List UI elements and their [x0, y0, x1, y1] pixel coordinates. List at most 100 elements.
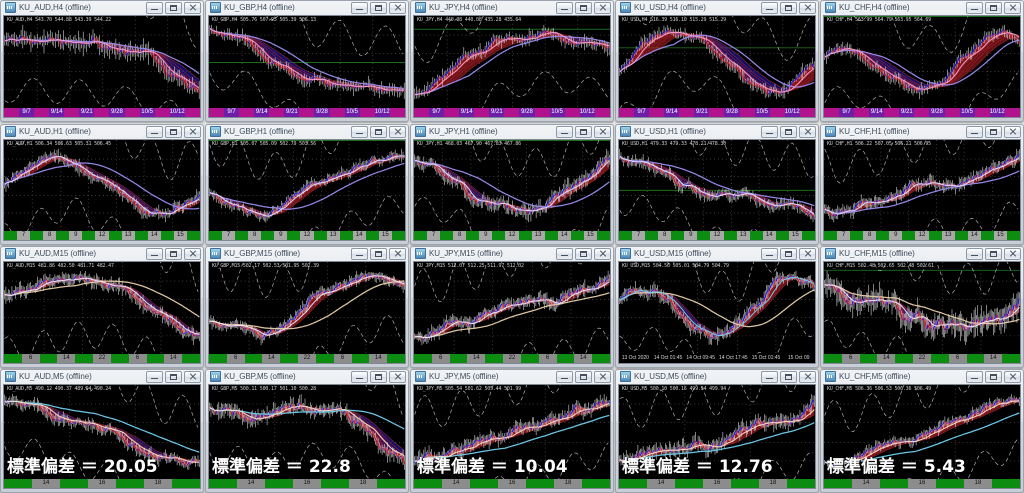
chart-client-area[interactable]: KU_CHF,H1 506.22 507.05 506.21 506.95 7 8…	[823, 139, 1021, 241]
window-titlebar[interactable]: KU_CHF,M15 (offline)	[821, 247, 1023, 260]
close-button[interactable]	[389, 126, 406, 138]
minimize-button[interactable]	[146, 371, 163, 383]
close-button[interactable]	[594, 371, 611, 383]
maximize-button[interactable]	[985, 126, 1002, 138]
window-titlebar[interactable]: KU_GBP,M5 (offline)	[206, 370, 408, 383]
chart-plot-area[interactable]: KU_JPY,H1 468.03 467.90 467.03 467.86	[414, 140, 610, 231]
maximize-button[interactable]	[165, 248, 182, 260]
maximize-button[interactable]	[575, 2, 592, 14]
chart-window-aud-h4[interactable]: KU_AUD,H4 (offline) KU_AUD,H4 543.70 544…	[0, 0, 204, 122]
window-titlebar[interactable]: KU_USD,M5 (offline)	[616, 370, 818, 383]
chart-client-area[interactable]: KU_CHF,H4 563.99 564.79 563.95 564.69 9/…	[823, 15, 1021, 118]
maximize-button[interactable]	[780, 371, 797, 383]
maximize-button[interactable]	[575, 126, 592, 138]
chart-window-chf-h1[interactable]: KU_CHF,H1 (offline) KU_CHF,H1 506.22 507…	[820, 124, 1024, 245]
maximize-button[interactable]	[985, 2, 1002, 14]
window-titlebar[interactable]: KU_CHF,H1 (offline)	[821, 125, 1023, 138]
chart-client-area[interactable]: KU_AUD,H1 506.34 506.63 505.31 506.45 7 8…	[3, 139, 201, 241]
window-titlebar[interactable]: KU_AUD,M5 (offline)	[1, 370, 203, 383]
chart-plot-area[interactable]: KU_USD,M15 504.56 505.01 504.79 504.79	[619, 262, 815, 354]
chart-window-aud-m15[interactable]: KU_AUD,M15 (offline) KU_AUD,M15 481.86 4…	[0, 246, 204, 368]
maximize-button[interactable]	[575, 248, 592, 260]
chart-client-area[interactable]: KU_AUD,H4 543.70 544.88 543.39 544.22 9/…	[3, 15, 201, 118]
minimize-button[interactable]	[146, 126, 163, 138]
window-titlebar[interactable]: KU_AUD,M15 (offline)	[1, 247, 203, 260]
chart-window-gbp-m5[interactable]: KU_GBP,M5 (offline) KU_GBP,M5 500.11 500…	[205, 369, 409, 493]
chart-window-jpy-h4[interactable]: KU_JPY,H4 (offline) KU_JPY,H4 440.08 440…	[410, 0, 614, 122]
maximize-button[interactable]	[780, 126, 797, 138]
window-titlebar[interactable]: KU_JPY,M15 (offline)	[411, 247, 613, 260]
close-button[interactable]	[389, 2, 406, 14]
chart-client-area[interactable]: KU_JPY,M5 505.54 501.62 505.44 501.99 14…	[413, 384, 611, 489]
chart-client-area[interactable]: KU_GBP,H1 505.07 505.09 502.79 503.56 7 8…	[208, 139, 406, 241]
close-button[interactable]	[389, 371, 406, 383]
chart-plot-area[interactable]: KU_GBP,M15 502.17 502.53 501.95 502.39	[209, 262, 405, 354]
chart-plot-area[interactable]: KU_CHF,M15 502.48 502.65 502.48 502.61	[824, 262, 1020, 354]
close-button[interactable]	[389, 248, 406, 260]
chart-plot-area[interactable]: KU_GBP,M5 500.11 500.17 501.10 500.28	[209, 385, 405, 479]
maximize-button[interactable]	[985, 248, 1002, 260]
chart-window-jpy-m5[interactable]: KU_JPY,M5 (offline) KU_JPY,M5 505.54 501…	[410, 369, 614, 493]
minimize-button[interactable]	[966, 2, 983, 14]
minimize-button[interactable]	[556, 2, 573, 14]
chart-client-area[interactable]: KU_JPY,H1 468.03 467.90 467.03 467.86 7 8…	[413, 139, 611, 241]
close-button[interactable]	[184, 2, 201, 14]
window-titlebar[interactable]: KU_USD,H1 (offline)	[616, 125, 818, 138]
chart-plot-area[interactable]: KU_GBP,H4 505.76 507.95 505.39 506.13	[209, 16, 405, 108]
chart-plot-area[interactable]: KU_GBP,H1 505.07 505.09 502.79 503.56	[209, 140, 405, 231]
minimize-button[interactable]	[761, 126, 778, 138]
maximize-button[interactable]	[370, 371, 387, 383]
chart-window-chf-m15[interactable]: KU_CHF,M15 (offline) KU_CHF,M15 502.48 5…	[820, 246, 1024, 368]
chart-client-area[interactable]: KU_GBP,M5 500.11 500.17 501.10 500.28 14…	[208, 384, 406, 489]
close-button[interactable]	[594, 248, 611, 260]
window-titlebar[interactable]: KU_AUD,H1 (offline)	[1, 125, 203, 138]
minimize-button[interactable]	[556, 371, 573, 383]
chart-client-area[interactable]: KU_GBP,H4 505.76 507.95 505.39 506.13 9/…	[208, 15, 406, 118]
chart-client-area[interactable]: KU_GBP,M15 502.17 502.53 501.95 502.39 6…	[208, 261, 406, 364]
window-titlebar[interactable]: KU_AUD,H4 (offline)	[1, 1, 203, 14]
chart-window-chf-h4[interactable]: KU_CHF,H4 (offline) KU_CHF,H4 563.99 564…	[820, 0, 1024, 122]
minimize-button[interactable]	[761, 2, 778, 14]
maximize-button[interactable]	[370, 2, 387, 14]
chart-plot-area[interactable]: KU_AUD,H1 506.34 506.63 505.31 506.45	[4, 140, 200, 231]
chart-client-area[interactable]: KU_USD,M15 504.56 505.01 504.79 504.79 1…	[618, 261, 816, 364]
close-button[interactable]	[1004, 126, 1021, 138]
minimize-button[interactable]	[966, 371, 983, 383]
window-titlebar[interactable]: KU_USD,M15 (offline)	[616, 247, 818, 260]
minimize-button[interactable]	[966, 248, 983, 260]
window-titlebar[interactable]: KU_GBP,H4 (offline)	[206, 1, 408, 14]
chart-plot-area[interactable]: KU_JPY,M15 512.07 512.25 511.97 512.02	[414, 262, 610, 354]
maximize-button[interactable]	[165, 2, 182, 14]
chart-window-chf-m5[interactable]: KU_CHF,M5 (offline) KU_CHF,M5 506.36 506…	[820, 369, 1024, 493]
minimize-button[interactable]	[761, 248, 778, 260]
window-titlebar[interactable]: KU_GBP,M15 (offline)	[206, 247, 408, 260]
close-button[interactable]	[799, 126, 816, 138]
chart-window-aud-h1[interactable]: KU_AUD,H1 (offline) KU_AUD,H1 506.34 506…	[0, 124, 204, 245]
chart-plot-area[interactable]: KU_AUD,M5 490.12 490.37 489.94 490.24	[4, 385, 200, 479]
chart-client-area[interactable]: KU_CHF,M15 502.48 502.65 502.48 502.61 6…	[823, 261, 1021, 364]
window-titlebar[interactable]: KU_JPY,H1 (offline)	[411, 125, 613, 138]
close-button[interactable]	[594, 126, 611, 138]
minimize-button[interactable]	[556, 126, 573, 138]
chart-plot-area[interactable]: KU_USD,H4 516.39 516.10 515.29 515.29	[619, 16, 815, 108]
chart-client-area[interactable]: KU_CHF,M5 506.36 506.53 506.36 506.49 14…	[823, 384, 1021, 489]
minimize-button[interactable]	[556, 248, 573, 260]
chart-client-area[interactable]: KU_JPY,M15 512.07 512.25 511.97 512.02 6…	[413, 261, 611, 364]
chart-client-area[interactable]: KU_AUD,M5 490.12 490.37 489.94 490.24 14…	[3, 384, 201, 489]
chart-window-aud-m5[interactable]: KU_AUD,M5 (offline) KU_AUD,M5 490.12 490…	[0, 369, 204, 493]
chart-client-area[interactable]: KU_JPY,H4 440.08 440.08 435.28 435.64 9/…	[413, 15, 611, 118]
maximize-button[interactable]	[985, 371, 1002, 383]
window-titlebar[interactable]: KU_USD,H4 (offline)	[616, 1, 818, 14]
minimize-button[interactable]	[966, 126, 983, 138]
chart-plot-area[interactable]: KU_AUD,H4 543.70 544.88 543.39 544.22	[4, 16, 200, 108]
chart-client-area[interactable]: KU_USD,H1 479.33 479.33 478.21 478.30 7 8…	[618, 139, 816, 241]
close-button[interactable]	[799, 248, 816, 260]
window-titlebar[interactable]: KU_CHF,H4 (offline)	[821, 1, 1023, 14]
close-button[interactable]	[184, 126, 201, 138]
chart-plot-area[interactable]: KU_JPY,H4 440.08 440.08 435.28 435.64	[414, 16, 610, 108]
chart-window-jpy-m15[interactable]: KU_JPY,M15 (offline) KU_JPY,M15 512.07 5…	[410, 246, 614, 368]
chart-plot-area[interactable]: KU_CHF,H4 563.99 564.79 563.95 564.69	[824, 16, 1020, 108]
minimize-button[interactable]	[351, 248, 368, 260]
maximize-button[interactable]	[370, 126, 387, 138]
close-button[interactable]	[799, 371, 816, 383]
